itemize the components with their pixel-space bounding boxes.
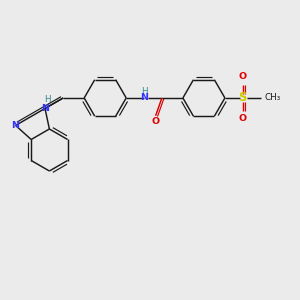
Text: O: O (239, 73, 247, 82)
Text: N: N (41, 104, 49, 113)
Text: H: H (142, 87, 148, 96)
Text: O: O (152, 117, 160, 126)
Text: N: N (140, 94, 148, 103)
Text: H: H (44, 95, 51, 104)
Text: O: O (239, 115, 247, 124)
Text: N: N (12, 121, 20, 130)
Text: CH₃: CH₃ (264, 94, 280, 103)
Text: S: S (238, 92, 247, 104)
